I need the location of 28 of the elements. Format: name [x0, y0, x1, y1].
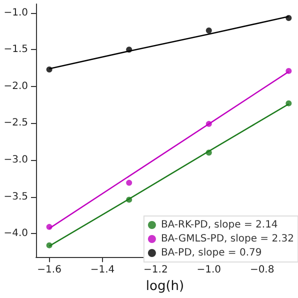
legend-label: BA-GMLS-PD, slope = 2.32	[160, 234, 294, 244]
point	[286, 14, 292, 21]
point	[46, 66, 52, 72]
x-tick-label: −1.6	[37, 264, 62, 276]
point	[286, 100, 292, 106]
x-tick-label: −1.0	[196, 264, 222, 276]
point	[206, 120, 212, 127]
point	[126, 46, 132, 53]
point	[126, 196, 132, 203]
point	[46, 224, 52, 230]
legend-label: BA-PD, slope = 0.79	[160, 248, 262, 258]
x-axis-title: log(h)	[146, 279, 184, 294]
point	[206, 27, 212, 34]
point	[46, 242, 52, 248]
legend-label: BA-RK-PD, slope = 2.14	[160, 220, 278, 230]
y-tick-label: −1.5	[4, 44, 28, 56]
y-tick-label: −2.0	[4, 80, 28, 92]
x-tick-label: −1.4	[90, 264, 115, 276]
point	[126, 180, 132, 186]
y-tick-label: −3.0	[4, 154, 28, 166]
point	[286, 68, 292, 74]
y-tick-label: −4.0	[4, 228, 28, 240]
point	[206, 150, 212, 156]
y-tick-label: −3.5	[4, 191, 28, 202]
x-tick-label: −1.2	[144, 264, 168, 276]
y-tick-label: −2.5	[4, 118, 28, 129]
x-tick-label: −0.8	[250, 264, 274, 276]
y-tick-label: −1.0	[4, 7, 28, 18]
